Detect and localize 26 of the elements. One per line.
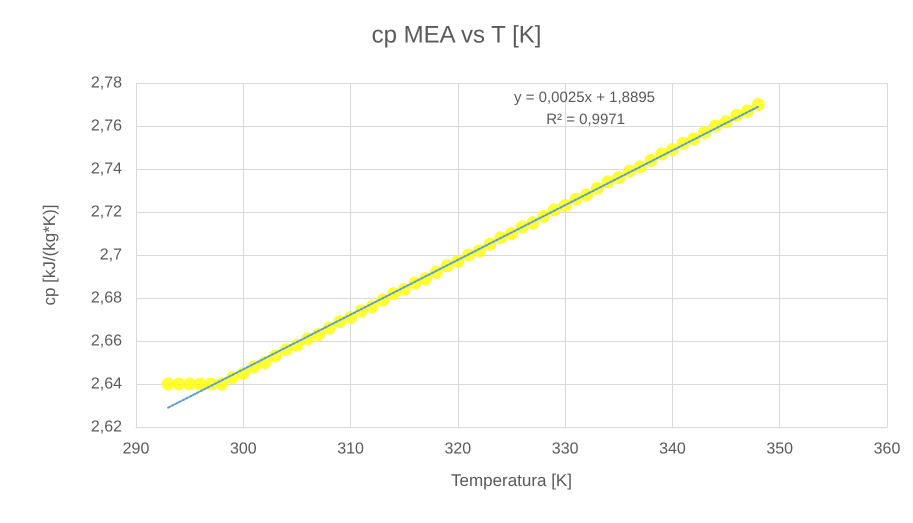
y-tick-label: 2,74 bbox=[90, 160, 122, 178]
annotation: y = 0,0025x + 1,8895 bbox=[514, 89, 656, 106]
annotation: R² = 0,9971 bbox=[546, 111, 626, 128]
y-tick-label: 2,62 bbox=[90, 418, 122, 436]
y-tick-label: 2,78 bbox=[90, 74, 122, 92]
x-tick-label: 310 bbox=[337, 440, 364, 458]
x-tick-label: 300 bbox=[230, 440, 257, 458]
x-tick-label: 330 bbox=[552, 440, 579, 458]
x-tick-label: 340 bbox=[659, 440, 686, 458]
x-tick-label: 360 bbox=[874, 440, 900, 458]
x-tick-label: 350 bbox=[766, 440, 794, 458]
y-tick-label: 2,66 bbox=[90, 332, 122, 350]
x-axis-title: Temperatura [K] bbox=[451, 471, 572, 490]
chart-title: cp MEA vs T [K] bbox=[372, 22, 542, 48]
point bbox=[172, 378, 186, 390]
y-tick-label: 2,76 bbox=[90, 118, 122, 134]
point bbox=[162, 378, 175, 390]
point bbox=[752, 98, 765, 111]
y-tick-label: 2,64 bbox=[90, 376, 122, 392]
x-tick-label: 320 bbox=[444, 440, 472, 458]
y-tick-label: 2,72 bbox=[90, 204, 122, 220]
y-axis-title: cp [kJ/(kg*K)] bbox=[40, 204, 59, 306]
x-tick-label: 290 bbox=[122, 440, 150, 458]
y-tick-label: 2,7 bbox=[100, 246, 122, 264]
point bbox=[183, 378, 196, 390]
y-tick-label: 2,68 bbox=[90, 290, 122, 306]
